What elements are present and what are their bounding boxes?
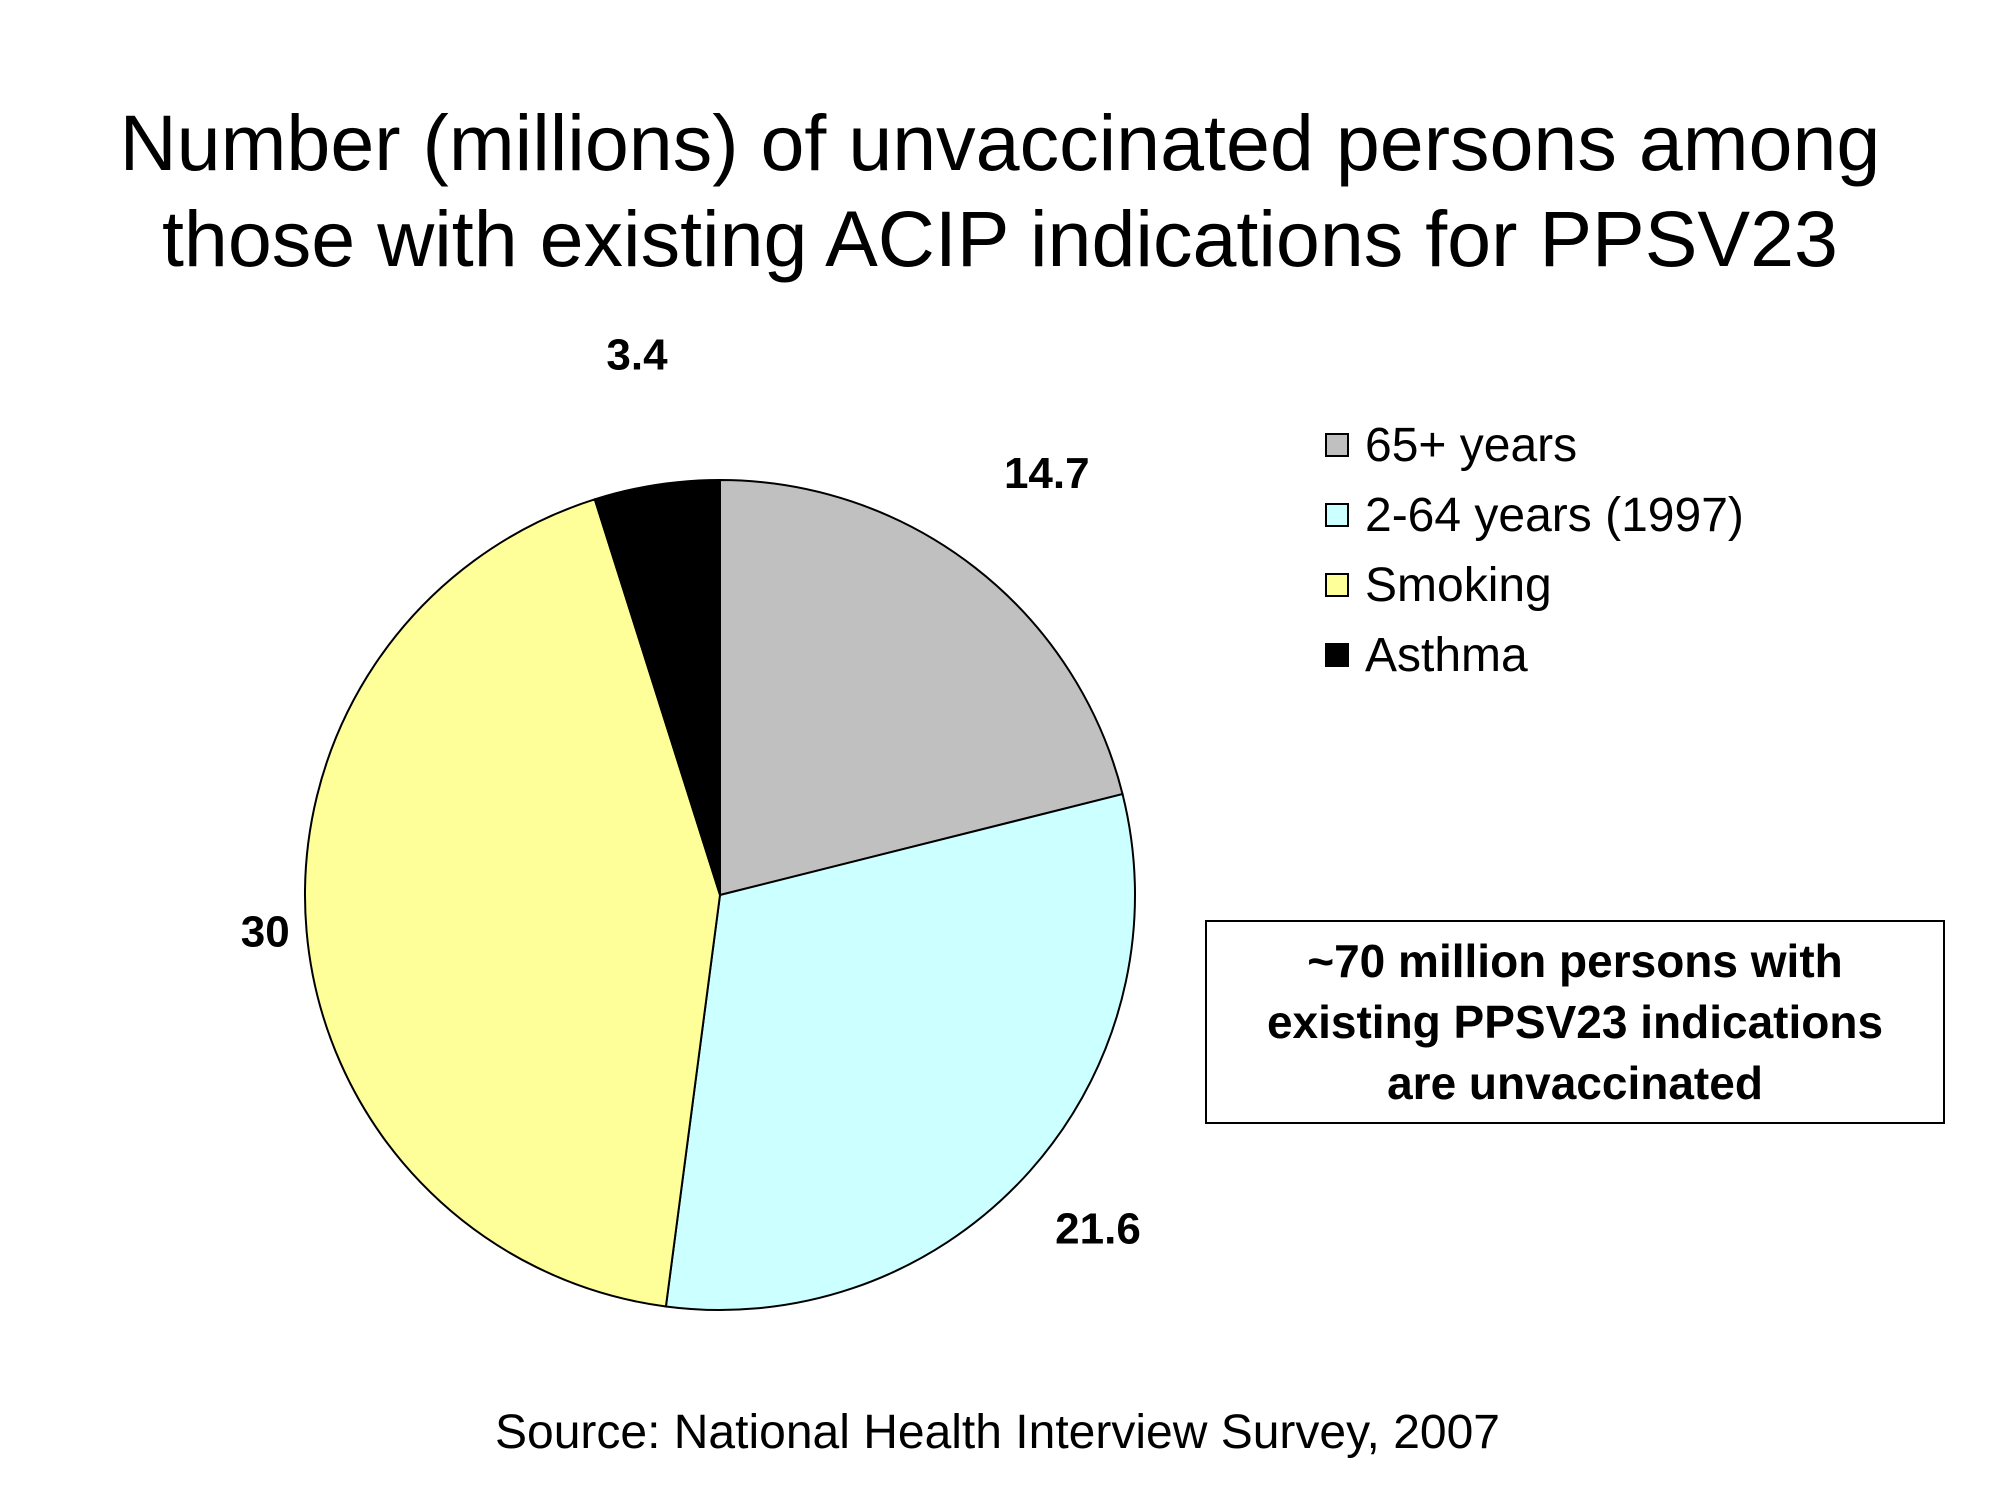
legend-item: 2-64 years (1997) — [1325, 480, 1744, 550]
legend-label: 2-64 years (1997) — [1365, 488, 1744, 542]
slice-value-label: 3.4 — [606, 330, 668, 379]
chart-title-line-2: those with existing ACIP indications for… — [161, 194, 1838, 283]
legend-swatch — [1325, 643, 1349, 667]
annotation-line: ~70 million persons with — [1307, 934, 1843, 987]
legend-item: Asthma — [1325, 620, 1744, 690]
chart-title-line-1: Number (millions) of unvaccinated person… — [119, 98, 1881, 187]
legend-label: 65+ years — [1365, 418, 1578, 472]
annotation-line: existing PPSV23 indications — [1266, 995, 1884, 1048]
slice-value-label: 14.7 — [1004, 449, 1090, 498]
pie-slice-smoking — [304, 498, 722, 1308]
legend-swatch — [1325, 573, 1349, 597]
chart-title: Number (millions) of unvaccinated person… — [0, 95, 1995, 287]
annotation-line: are unvaccinated — [1387, 1056, 1763, 1109]
legend-swatch — [1325, 433, 1349, 457]
pie-slice-asthma — [593, 478, 721, 896]
pie-slice-2-64-years-1997 — [664, 792, 1136, 1311]
slice-value-label: 30 — [241, 908, 290, 957]
legend-label: Asthma — [1365, 628, 1528, 682]
legend-swatch — [1325, 503, 1349, 527]
pie-slice-65-years — [719, 478, 1124, 897]
legend: 65+ years 2-64 years (1997) Smoking Asth… — [1325, 410, 1744, 690]
source-note: Source: National Health Interview Survey… — [495, 1406, 1500, 1459]
legend-item: 65+ years — [1325, 410, 1744, 480]
legend-item: Smoking — [1325, 550, 1744, 620]
slice-value-label: 21.6 — [1055, 1204, 1141, 1253]
annotation-box: ~70 million persons with existing PPSV23… — [1205, 920, 1945, 1124]
legend-label: Smoking — [1365, 558, 1552, 612]
